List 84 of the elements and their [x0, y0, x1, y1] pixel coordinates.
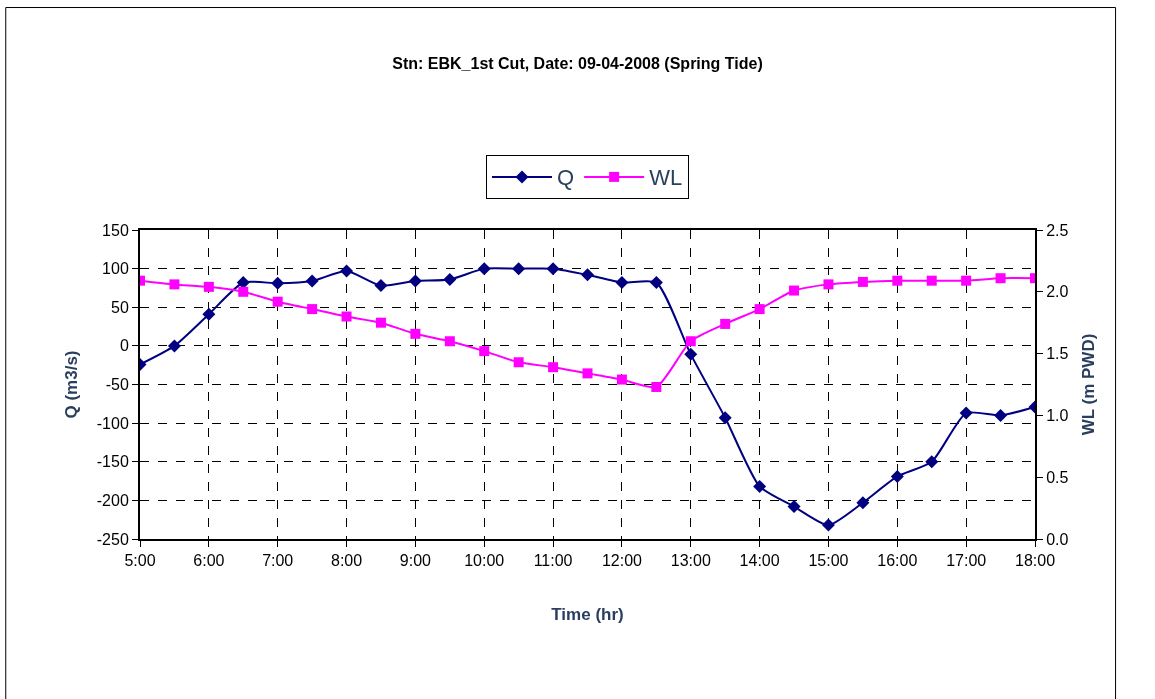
x-tick-label: 6:00: [193, 552, 225, 570]
y-tick-label: -200: [96, 491, 129, 509]
point: [961, 275, 972, 286]
point: [410, 328, 421, 339]
point: [512, 262, 526, 276]
x-tick-label: 14:00: [739, 552, 780, 570]
y-tick-label: -150: [96, 453, 129, 471]
y-tick-label: -100: [96, 414, 129, 432]
point: [202, 307, 216, 321]
y-tick-label: 50: [111, 298, 129, 316]
point: [582, 368, 593, 379]
point: [615, 276, 629, 290]
point: [892, 275, 903, 286]
y-axis-title: Q (m3/s): [61, 350, 81, 419]
x-axis-title: Time (hr): [551, 605, 624, 625]
point: [787, 500, 801, 514]
x-tick-label: 17:00: [946, 552, 987, 570]
point: [444, 336, 455, 347]
x-tick-label: 11:00: [533, 552, 573, 570]
y2-tick-label: 1.0: [1046, 407, 1069, 424]
y-tick-label: -50: [105, 376, 129, 394]
point: [443, 272, 457, 286]
point: [238, 286, 249, 297]
x-tick-label: 10:00: [464, 552, 505, 570]
point: [890, 469, 904, 483]
y2-tick-label: 0.0: [1046, 530, 1069, 548]
point: [546, 262, 560, 276]
point: [994, 408, 1008, 422]
point: [305, 274, 319, 288]
x-tick-label: 9:00: [399, 552, 432, 570]
point: [649, 276, 663, 290]
point: [548, 362, 559, 373]
y2-axis-title: WL (m PWD): [1079, 333, 1099, 436]
legend-label: WL: [649, 165, 683, 191]
point: [477, 262, 491, 276]
point: [271, 276, 285, 290]
point: [374, 279, 388, 293]
point: [169, 279, 180, 290]
x-tick-label: 12:00: [601, 552, 643, 570]
point: [857, 276, 868, 287]
x-tick-label: 5:00: [124, 552, 156, 570]
y-tick-label: -250: [96, 530, 129, 548]
y2-tick-label: 2.0: [1046, 283, 1069, 301]
x-tick-label: 18:00: [1014, 552, 1056, 570]
point: [684, 347, 698, 361]
x-tick-label: 13:00: [670, 552, 711, 570]
y2-tick-label: 0.5: [1046, 468, 1069, 486]
point: [753, 479, 767, 493]
point: [754, 304, 765, 315]
x-tick-label: 8:00: [330, 552, 363, 570]
point: [995, 273, 1006, 284]
x-tick-label: 15:00: [808, 552, 849, 570]
point: [375, 317, 386, 328]
point: [167, 339, 181, 353]
x-tick-label: 16:00: [877, 552, 918, 570]
point: [925, 455, 939, 469]
point: [341, 311, 352, 322]
point: [651, 381, 662, 392]
point: [513, 357, 524, 368]
y-tick-label: 100: [102, 260, 129, 278]
point: [720, 318, 731, 329]
point: [307, 304, 318, 315]
y2-tick-label: 2.5: [1046, 221, 1069, 239]
point: [272, 296, 283, 307]
point: [408, 274, 422, 288]
point: [718, 411, 732, 425]
chart-title: Stn: EBK_1st Cut, Date: 09-04-2008 (Spring Tide): [392, 54, 763, 72]
point: [340, 264, 354, 278]
point: [821, 518, 835, 532]
point: [789, 285, 800, 296]
point: [685, 336, 696, 347]
point: [616, 374, 627, 385]
y-tick-label: 150: [102, 221, 129, 239]
x-tick-label: 7:00: [262, 552, 294, 570]
point: [823, 279, 834, 290]
point: [959, 406, 973, 420]
legend-label: Q: [557, 165, 575, 191]
point: [581, 268, 594, 282]
point: [926, 275, 937, 286]
point: [479, 346, 490, 357]
point: [856, 496, 870, 510]
y2-tick-label: 1.5: [1046, 345, 1069, 363]
y-tick-label: 0: [119, 337, 129, 355]
point: [203, 281, 214, 292]
